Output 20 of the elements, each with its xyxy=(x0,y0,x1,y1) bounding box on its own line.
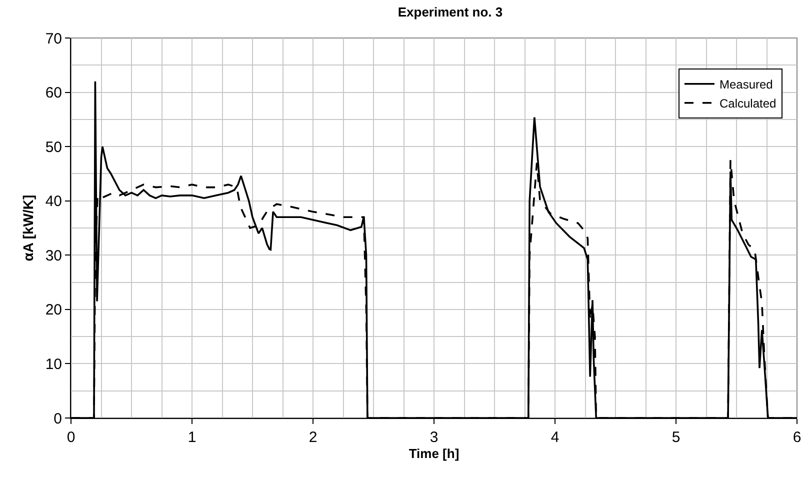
y-tick-label: 60 xyxy=(45,84,62,102)
x-tick-label: 4 xyxy=(550,429,560,446)
x-tick-label: 1 xyxy=(188,429,196,446)
y-tick-label: 0 xyxy=(54,410,62,428)
y-tick-label: 70 xyxy=(45,30,62,48)
x-tick-label: 3 xyxy=(430,429,438,446)
y-tick-label: 30 xyxy=(45,247,62,264)
y-tick-label: 20 xyxy=(45,302,62,319)
legend-label: Calculated xyxy=(719,96,776,111)
y-axis-title: αA [kW/K] xyxy=(20,194,36,262)
legend-label: Measured xyxy=(719,78,773,92)
x-tick-label: 5 xyxy=(672,429,680,446)
chart-title: Experiment no. 3 xyxy=(398,4,503,20)
y-tick-label: 10 xyxy=(45,356,62,373)
x-tick-label: 2 xyxy=(308,429,318,446)
x-tick-label: 6 xyxy=(792,429,802,446)
x-tick-label: 0 xyxy=(66,429,76,446)
y-tick-label: 50 xyxy=(45,138,62,156)
y-tick-label: 40 xyxy=(45,193,62,210)
x-axis-title: Time [h] xyxy=(408,446,460,461)
